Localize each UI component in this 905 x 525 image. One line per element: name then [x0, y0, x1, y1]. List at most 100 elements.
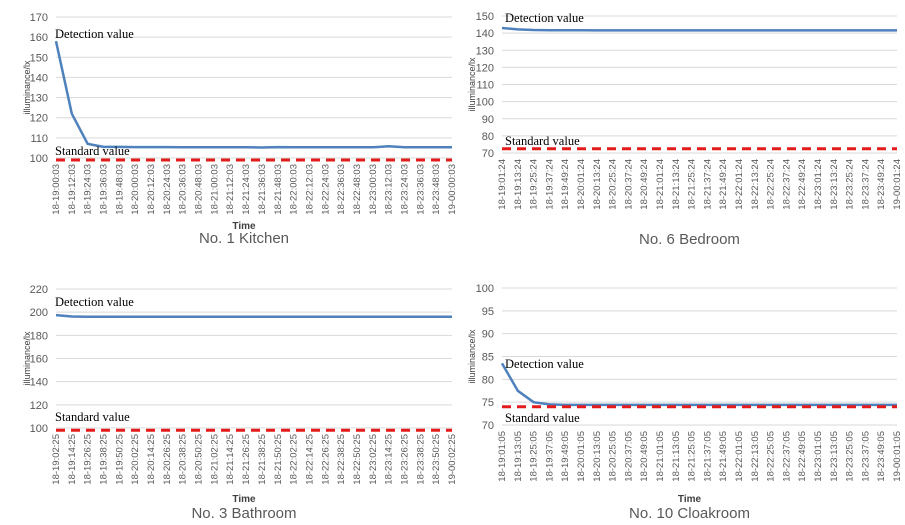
x-tick-label: 18-19:37:05 — [544, 431, 555, 482]
y-tick-label: 150 — [30, 52, 48, 64]
x-tick-label: 18-20:49:05 — [639, 431, 650, 482]
y-tick-label: 95 — [482, 306, 494, 318]
x-tick-label: 18-19:13:24 — [513, 159, 524, 210]
x-axis-label: Time — [678, 494, 702, 505]
x-tick-label: 18-21:02:25 — [209, 434, 220, 485]
y-tick-label: 80 — [482, 374, 494, 386]
y-tick-label: 110 — [476, 80, 494, 92]
x-tick-label: 18-19:49:05 — [560, 431, 571, 482]
x-tick-label: 18-21:13:05 — [671, 431, 682, 482]
detection-series-line — [501, 26, 897, 32]
x-tick-label: 18-19:24:03 — [83, 164, 94, 215]
x-tick-label: 18-22:37:24 — [781, 159, 792, 210]
x-tick-label: 18-20:24:03 — [162, 164, 173, 215]
x-tick-label: 18-19:50:25 — [114, 434, 125, 485]
x-axis-label: Time — [232, 221, 256, 232]
x-tick-label: 18-22:48:03 — [352, 164, 363, 215]
x-tick-label: 18-19:01:24 — [497, 159, 508, 210]
x-tick-label: 18-23:37:05 — [860, 431, 871, 482]
y-axis-label: illuminance/lx — [22, 60, 32, 115]
y-tick-label: 75 — [482, 397, 494, 409]
chart-title: No. 6 Bedroom — [639, 231, 740, 248]
x-tick-label: 18-23:49:05 — [876, 431, 887, 482]
x-tick-label: 18-21:25:05 — [687, 431, 698, 482]
detection-value-label: Detection value — [505, 357, 584, 371]
y-tick-label: 150 — [476, 11, 494, 23]
x-tick-label: 18-22:37:05 — [781, 431, 792, 482]
x-tick-label: 18-20:26:25 — [162, 434, 173, 485]
x-tick-label: 18-22:00:03 — [289, 164, 300, 215]
x-tick-label: 18-20:12:03 — [146, 164, 157, 215]
x-tick-label: 18-21:25:24 — [687, 159, 698, 210]
x-tick-label: 18-22:25:24 — [766, 159, 777, 210]
x-tick-label: 18-23:48:03 — [431, 164, 442, 215]
detection-value-label: Detection value — [55, 27, 134, 41]
standard-value-label: Standard value — [505, 411, 580, 425]
y-tick-label: 120 — [30, 400, 48, 412]
x-tick-label: 18-20:37:05 — [623, 431, 634, 482]
x-tick-label: 18-19:01:05 — [497, 431, 508, 482]
x-tick-label: 18-22:25:05 — [766, 431, 777, 482]
x-tick-label: 18-20:25:05 — [608, 431, 619, 482]
x-tick-label: 18-22:38:25 — [336, 434, 347, 485]
x-tick-label: 18-22:01:05 — [734, 431, 745, 482]
x-tick-label: 18-22:49:05 — [797, 431, 808, 482]
x-tick-label: 18-22:13:05 — [750, 431, 761, 482]
y-tick-label: 140 — [30, 377, 48, 389]
x-tick-label: 18-22:12:03 — [304, 164, 315, 215]
x-tick-label: 18-23:24:03 — [399, 164, 410, 215]
x-tick-label: 18-20:48:03 — [194, 164, 205, 215]
y-tick-label: 200 — [30, 307, 48, 319]
x-tick-label: 18-23:37:24 — [860, 159, 871, 210]
x-tick-label: 18-20:01:24 — [576, 159, 587, 210]
x-tick-label: 18-23:01:05 — [813, 431, 824, 482]
x-tick-label: 18-20:38:25 — [178, 434, 189, 485]
x-tick-label: 18-22:13:24 — [750, 159, 761, 210]
x-tick-label: 18-23:14:25 — [384, 434, 395, 485]
x-tick-label: 18-19:12:03 — [67, 164, 78, 215]
chart-4: 70 75 80 85 90 95 100 18-19:01:05 18-19:13:05 18-… — [467, 283, 903, 522]
x-tick-label: 18-23:50:25 — [431, 434, 442, 485]
x-tick-label: 19-00:01:05 — [892, 431, 903, 482]
x-tick-label: 18-20:25:24 — [608, 159, 619, 210]
x-tick-label: 18-23:25:24 — [845, 159, 856, 210]
x-tick-label: 18-23:36:03 — [415, 164, 426, 215]
x-tick-label: 18-21:36:03 — [257, 164, 268, 215]
y-tick-label: 160 — [30, 354, 48, 366]
x-tick-label: 18-22:02:25 — [289, 434, 300, 485]
x-tick-label: 18-20:00:03 — [130, 164, 141, 215]
x-tick-label: 18-23:12:03 — [384, 164, 395, 215]
x-tick-label: 18-22:26:25 — [320, 434, 331, 485]
y-axis-label: illuminance/lx — [467, 329, 477, 384]
detection-series-line — [500, 362, 897, 407]
x-tick-label: 18-23:01:24 — [813, 159, 824, 210]
x-tick-label: 18-19:37:24 — [544, 159, 555, 210]
standard-value-label: Standard value — [505, 134, 580, 148]
y-tick-label: 90 — [482, 114, 494, 126]
chart-title: No. 1 Kitchen — [199, 230, 289, 247]
x-tick-label: 19-00:02:25 — [447, 434, 458, 485]
chart-title: No. 3 Bathroom — [191, 505, 296, 522]
y-tick-label: 100 — [30, 423, 48, 435]
detection-value-label: Detection value — [505, 11, 584, 25]
y-tick-label: 140 — [476, 28, 494, 40]
y-tick-label: 70 — [482, 420, 494, 432]
y-tick-label: 100 — [476, 97, 494, 109]
y-tick-label: 130 — [30, 93, 48, 105]
x-tick-label: 18-21:37:24 — [702, 159, 713, 210]
x-tick-label: 18-20:13:24 — [592, 159, 603, 210]
x-tick-label: 18-19:26:25 — [83, 434, 94, 485]
y-tick-label: 100 — [476, 283, 494, 295]
y-tick-label: 120 — [476, 62, 494, 74]
y-tick-label: 70 — [482, 148, 494, 160]
x-tick-label: 18-22:14:25 — [304, 434, 315, 485]
x-tick-label: 18-23:02:25 — [368, 434, 379, 485]
detection-series-line — [55, 313, 452, 319]
y-tick-label: 160 — [30, 32, 48, 44]
x-tick-label: 18-19:36:03 — [99, 164, 110, 215]
x-tick-label: 18-23:25:05 — [845, 431, 856, 482]
x-tick-label: 18-19:02:25 — [51, 434, 62, 485]
x-tick-label: 18-23:38:25 — [415, 434, 426, 485]
y-tick-label: 100 — [30, 153, 48, 165]
x-tick-label: 18-20:50:25 — [194, 434, 205, 485]
